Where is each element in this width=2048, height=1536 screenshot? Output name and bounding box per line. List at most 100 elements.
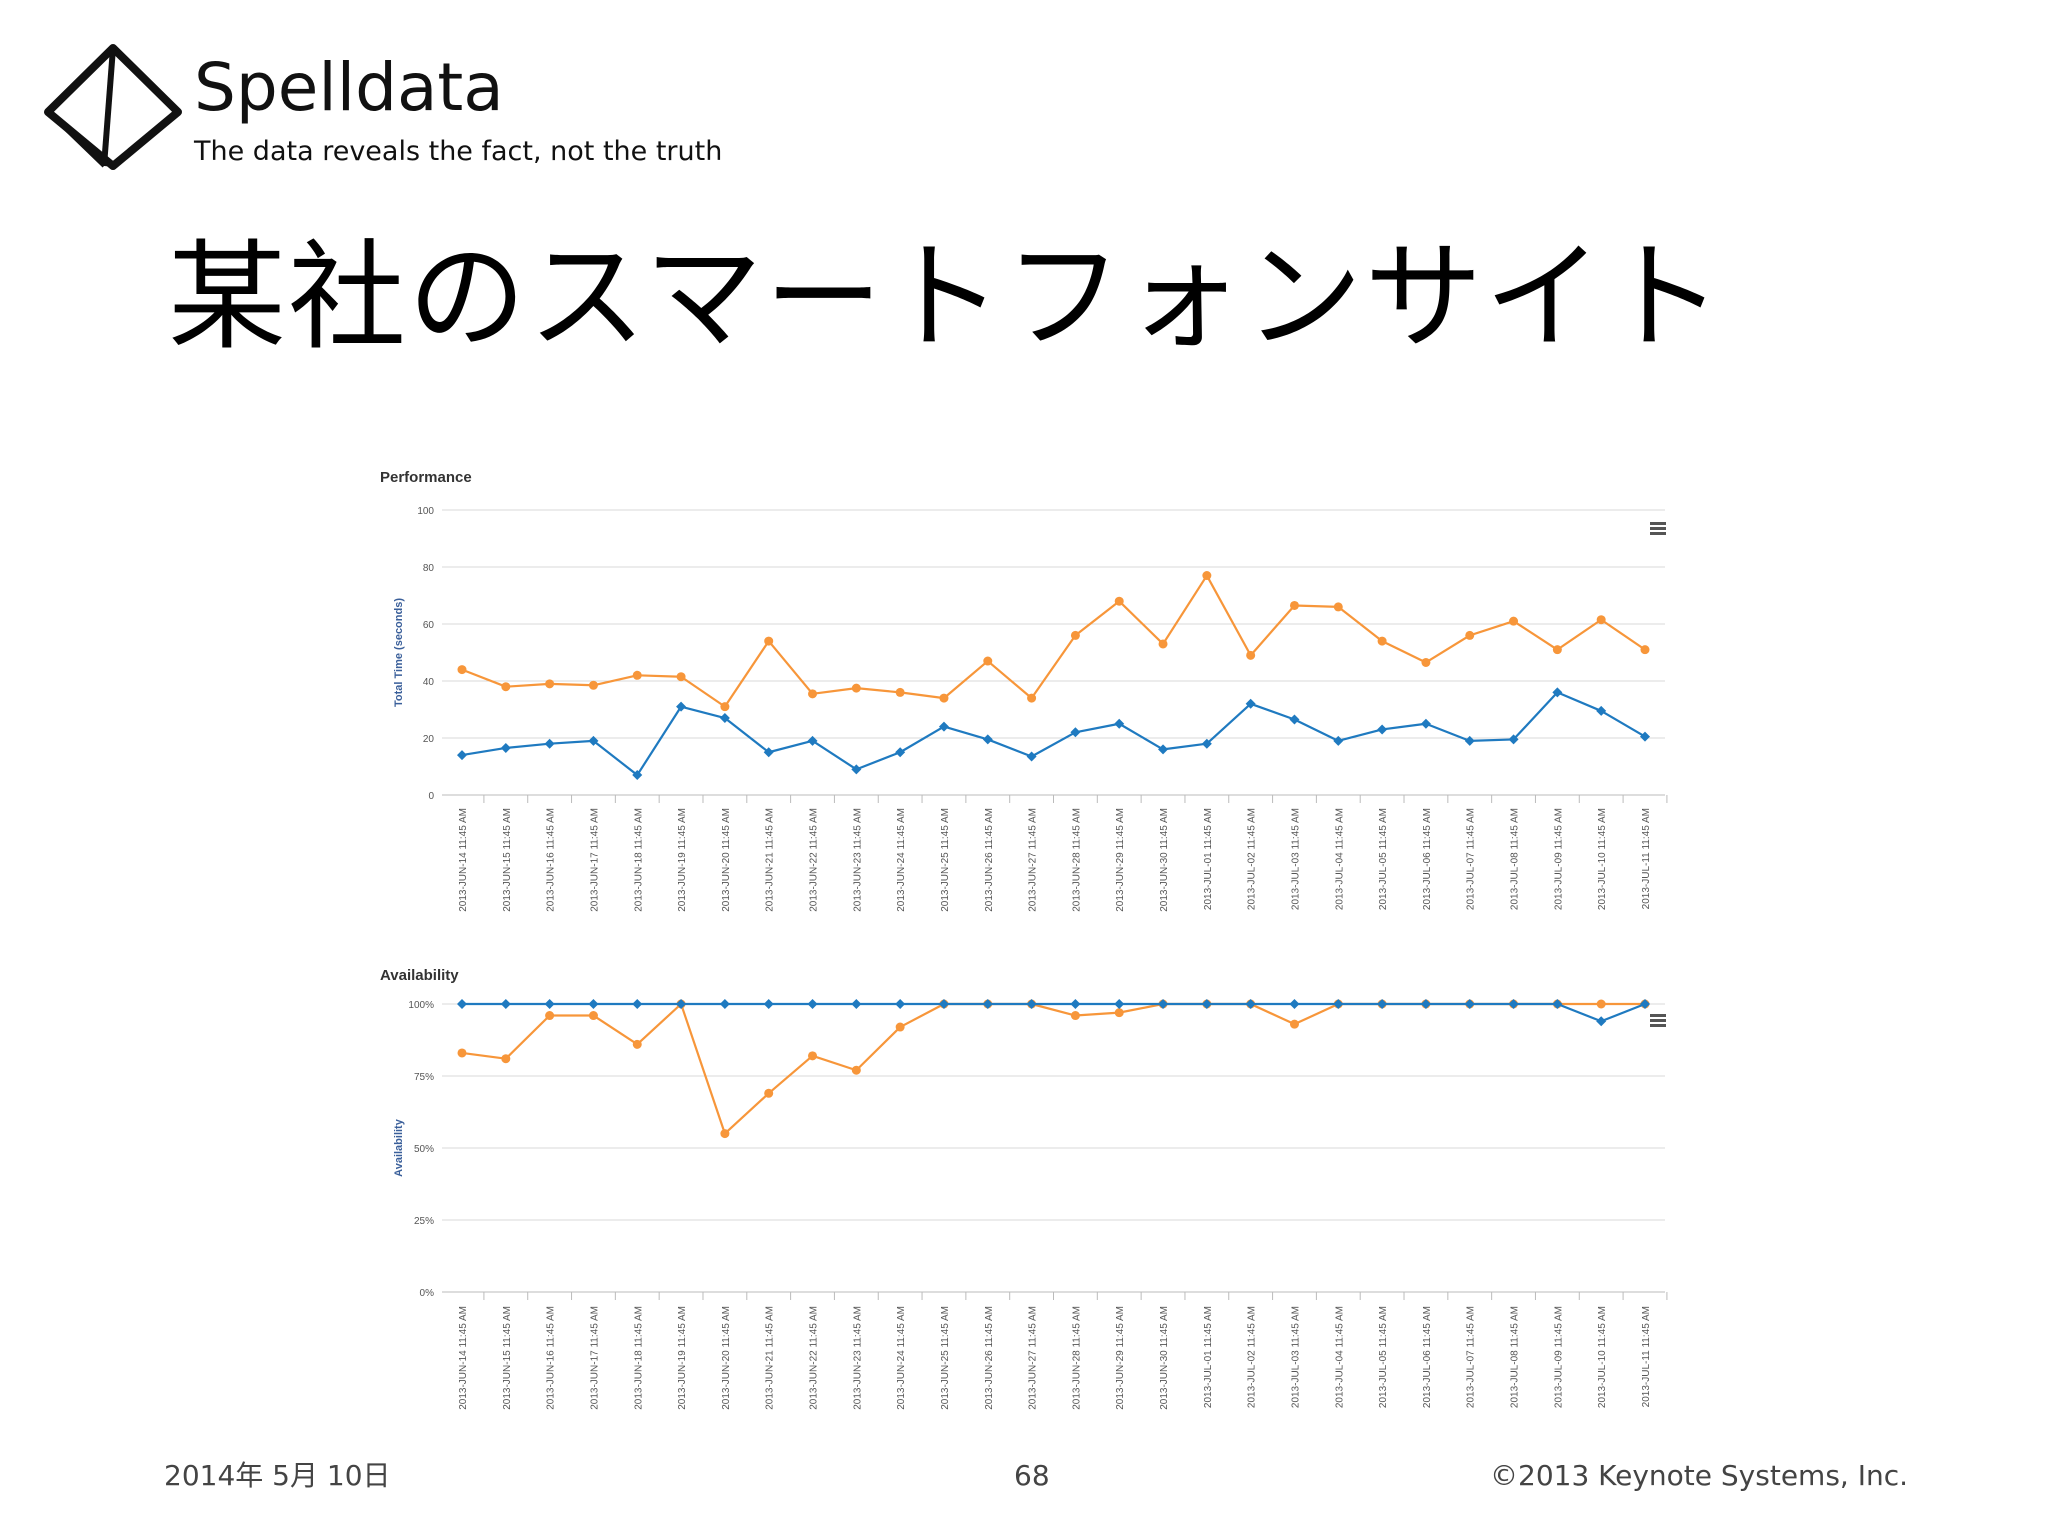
data-point — [1552, 687, 1563, 698]
x-tick-label: 2013-JUL-05 11:45 AM — [1378, 1306, 1389, 1408]
data-point — [545, 1011, 555, 1021]
data-point — [1070, 630, 1080, 640]
x-tick-label: 2013-JUN-24 11:45 AM — [896, 1306, 907, 1410]
x-tick-label: 2013-JUN-19 11:45 AM — [677, 808, 688, 912]
menu-bar — [1650, 532, 1666, 535]
y-tick-label: 60 — [423, 620, 435, 631]
hamburger-menu-icon[interactable] — [1650, 1014, 1666, 1027]
series-line-0 — [461, 574, 1646, 708]
data-point — [1596, 999, 1606, 1009]
x-tick-label: 2013-JUL-07 11:45 AM — [1466, 808, 1477, 910]
data-point — [807, 999, 818, 1009]
x-tick-label: 2013-JUL-03 11:45 AM — [1290, 808, 1301, 910]
x-tick-label: 2013-JUN-25 11:45 AM — [940, 1306, 951, 1410]
menu-bar — [1650, 1014, 1666, 1017]
y-tick-label: 75% — [414, 1072, 434, 1083]
data-point — [1114, 1008, 1124, 1018]
y-axis-label: Total Time (seconds) — [393, 598, 405, 707]
x-tick-label: 2013-JUN-26 11:45 AM — [984, 808, 995, 912]
x-tick-label: 2013-JUL-04 11:45 AM — [1334, 1306, 1345, 1408]
y-tick-label: 40 — [423, 677, 435, 688]
data-point — [1640, 731, 1650, 742]
data-point — [457, 999, 467, 1009]
data-point — [851, 764, 862, 775]
data-point — [719, 999, 730, 1009]
chart-0: Performance Total Time (seconds) 0 20 40 60 80… — [380, 469, 1668, 912]
data-point — [1114, 718, 1125, 729]
data-point — [939, 693, 949, 703]
x-tick-label: 2013-JUN-24 11:45 AM — [896, 808, 907, 912]
data-point — [1158, 999, 1169, 1009]
menu-bar — [1650, 527, 1666, 530]
data-point — [851, 1065, 861, 1075]
page-number: 68 — [1014, 1459, 1050, 1492]
x-tick-label: 2013-JUL-01 11:45 AM — [1203, 808, 1214, 910]
x-tick-label: 2013-JUN-27 11:45 AM — [1028, 808, 1039, 912]
data-point — [1552, 999, 1563, 1009]
x-tick-label: 2013-JUL-09 11:45 AM — [1553, 808, 1564, 910]
data-point — [1202, 571, 1212, 581]
data-point — [895, 999, 906, 1009]
x-tick-label: 2013-JUN-27 11:45 AM — [1028, 1306, 1039, 1410]
x-tick-label: 2013-JUL-10 11:45 AM — [1597, 808, 1608, 910]
data-point — [501, 682, 511, 692]
data-point — [1333, 735, 1344, 746]
data-point — [457, 665, 467, 675]
data-point — [457, 1048, 467, 1058]
x-tick-label: 2013-JUN-28 11:45 AM — [1071, 808, 1082, 912]
x-tick-label: 2013-JUL-11 11:45 AM — [1641, 808, 1652, 909]
data-point — [500, 999, 511, 1009]
x-tick-label: 2013-JUN-16 11:45 AM — [546, 808, 557, 912]
data-point — [1508, 734, 1519, 745]
data-point — [676, 672, 686, 682]
brand-name: Spelldata — [194, 49, 504, 126]
data-point — [982, 999, 993, 1009]
x-tick-label: 2013-JUN-19 11:45 AM — [677, 1306, 688, 1410]
data-point — [1114, 596, 1124, 606]
footer-date: 2014年 5月 10日 — [164, 1459, 391, 1492]
data-point — [1596, 705, 1607, 716]
footer-copyright: ©2013 Keynote Systems, Inc. — [1490, 1459, 1909, 1492]
x-tick-label: 2013-JUL-08 11:45 AM — [1510, 1306, 1521, 1408]
data-point — [1421, 657, 1431, 667]
data-point — [851, 683, 861, 693]
x-tick-label: 2013-JUL-03 11:45 AM — [1290, 1306, 1301, 1408]
data-point — [1289, 999, 1300, 1009]
x-tick-label: 2013-JUL-07 11:45 AM — [1466, 1306, 1477, 1408]
brand-tagline: The data reveals the fact, not the truth — [194, 136, 723, 167]
data-point — [1026, 999, 1037, 1009]
data-point — [1026, 751, 1037, 762]
data-point — [1158, 744, 1169, 755]
x-tick-label: 2013-JUN-29 11:45 AM — [1115, 808, 1126, 912]
x-tick-label: 2013-JUL-05 11:45 AM — [1378, 808, 1389, 910]
menu-bar — [1650, 1024, 1666, 1027]
data-point — [676, 999, 687, 1009]
x-tick-label: 2013-JUL-06 11:45 AM — [1422, 1306, 1433, 1408]
data-point — [895, 1022, 905, 1032]
data-point — [1070, 999, 1081, 1009]
data-point — [720, 702, 730, 712]
menu-bar — [1650, 522, 1666, 525]
data-point — [588, 999, 599, 1009]
data-point — [632, 770, 643, 781]
menu-bar — [1650, 1019, 1666, 1022]
data-point — [1420, 999, 1431, 1009]
data-point — [807, 735, 818, 746]
data-point — [1289, 714, 1300, 725]
x-tick-label: 2013-JUN-18 11:45 AM — [633, 1306, 644, 1410]
data-point — [1289, 1019, 1299, 1029]
x-tick-label: 2013-JUN-26 11:45 AM — [984, 1306, 995, 1410]
data-point — [764, 636, 774, 646]
x-tick-label: 2013-JUN-15 11:45 AM — [502, 1306, 513, 1410]
x-tick-label: 2013-JUN-21 11:45 AM — [765, 1306, 776, 1410]
x-tick-label: 2013-JUN-14 11:45 AM — [458, 808, 469, 912]
data-point — [763, 747, 774, 758]
data-point — [1596, 615, 1606, 625]
data-point — [457, 750, 467, 761]
x-tick-label: 2013-JUL-09 11:45 AM — [1553, 1306, 1564, 1408]
data-point — [808, 689, 818, 699]
x-tick-label: 2013-JUN-29 11:45 AM — [1115, 1306, 1126, 1410]
data-point — [808, 1051, 818, 1061]
hamburger-menu-icon[interactable] — [1650, 522, 1666, 535]
x-tick-label: 2013-JUN-23 11:45 AM — [852, 808, 863, 912]
